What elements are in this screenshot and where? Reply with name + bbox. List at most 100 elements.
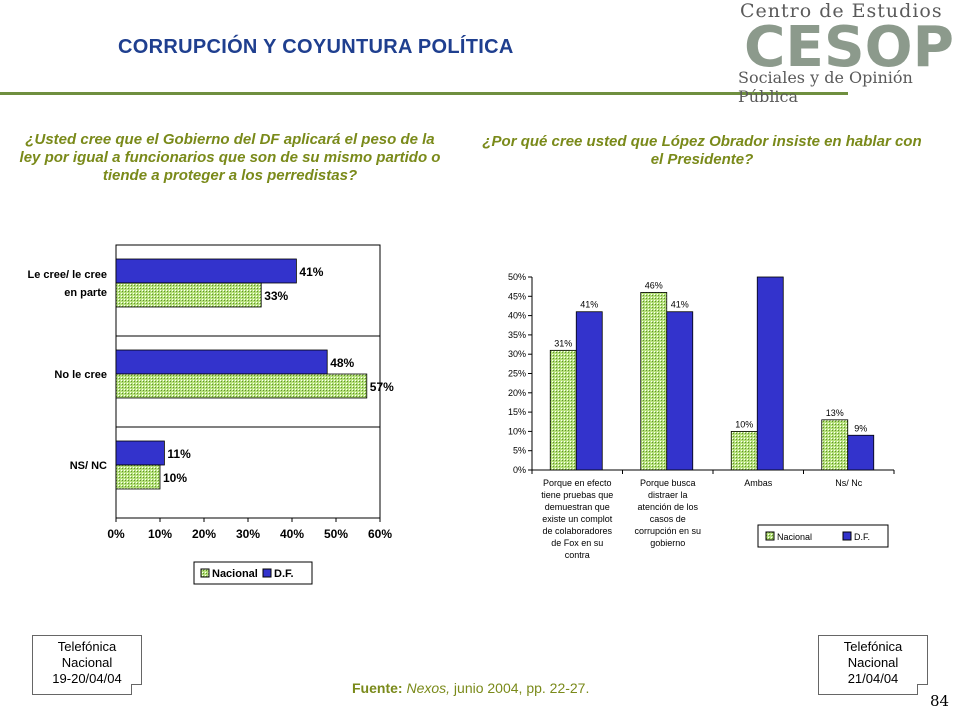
data-label-nacional: 57% — [370, 380, 394, 394]
x-tick-label: 20% — [192, 527, 216, 541]
note-left: Telefónica Nacional 19-20/04/04 — [32, 635, 142, 695]
y-tick-label: 20% — [508, 388, 526, 398]
y-tick-label: 15% — [508, 407, 526, 417]
legend-swatch-df — [262, 568, 272, 578]
bar-df — [666, 311, 694, 471]
data-label-nacional: 31% — [554, 338, 572, 348]
data-label-df: 41% — [299, 265, 323, 279]
chart-left: 0% 10% 20% 30% 40% 50% 60% Le cree/ le cree en p… — [27, 244, 394, 585]
category-label: NS/ NC — [70, 460, 107, 472]
category-label: Porque busca — [640, 478, 696, 488]
source-label: Fuente: — [352, 680, 403, 696]
category-label: tiene pruebas que — [541, 490, 613, 500]
category-label: en parte — [64, 287, 107, 299]
bar-nacional — [821, 419, 849, 471]
category-label: casos de — [650, 514, 686, 524]
logo-top-text: Centro de Estudios — [740, 0, 943, 22]
x-tick-label: 40% — [280, 527, 304, 541]
legend-label-nacional: Nacional — [212, 568, 258, 580]
category-label: distraer la — [648, 490, 688, 500]
data-label-df: 41% — [671, 300, 689, 310]
y-tick-label: 5% — [513, 446, 526, 456]
header-rule — [0, 92, 848, 95]
source-publication: Nexos, — [406, 680, 451, 696]
bar-nacional — [640, 292, 668, 471]
x-tick-label: 60% — [368, 527, 392, 541]
note-right-line-1: Telefónica — [843, 639, 903, 654]
category-label: de Fox en su — [551, 538, 603, 548]
category-label: contra — [565, 550, 590, 560]
x-tick-label: 0% — [107, 527, 125, 541]
category-label: atención de los — [637, 502, 698, 512]
y-tick-label: 25% — [508, 369, 526, 379]
category-label: existe un complot — [542, 514, 613, 524]
bar-df — [847, 434, 875, 471]
legend-box — [757, 524, 889, 548]
logo-mark: CESOP — [740, 20, 956, 70]
question-right: ¿Por qué cree usted que López Obrador in… — [482, 133, 922, 168]
logo-bottom-text: Sociales y de Opinión Pública — [738, 68, 913, 106]
question-left: ¿Usted cree que el Gobierno del DF aplic… — [19, 131, 441, 184]
page-title: CORRUPCIÓN Y COYUNTURA POLÍTICA — [118, 36, 514, 58]
bar-df — [115, 258, 297, 284]
data-label-nacional: 10% — [163, 471, 187, 485]
legend-box — [193, 561, 313, 585]
category-label: gobierno — [650, 538, 685, 548]
note-right-line-2: Nacional — [847, 655, 899, 670]
data-label-df: 11% — [167, 447, 191, 461]
category-label: de colaboradores — [542, 526, 612, 536]
legend-label-df: D.F. — [854, 532, 870, 542]
x-tick-label: 50% — [324, 527, 348, 541]
data-label-df: 9% — [854, 423, 867, 433]
x-tick-label: 10% — [148, 527, 172, 541]
category-label: Le cree/ le cree — [27, 269, 107, 281]
bar-df — [756, 276, 784, 471]
category-label: demuestran que — [545, 502, 610, 512]
data-label-df: 41% — [580, 300, 598, 310]
data-label-nacional: 10% — [735, 419, 753, 429]
y-tick-label: 50% — [508, 272, 526, 282]
bar-df — [115, 349, 328, 375]
source-line: Fuente: Nexos, junio 2004, pp. 22-27. — [352, 680, 589, 696]
y-tick-label: 10% — [508, 426, 526, 436]
note-left-line-3: 19-20/04/04 — [52, 671, 122, 686]
y-tick-label: 40% — [508, 311, 526, 321]
logo-mark-text: CESOP — [744, 20, 954, 70]
category-label: Porque en efecto — [543, 478, 612, 488]
note-curl — [131, 684, 142, 695]
x-tick-label: 30% — [236, 527, 260, 541]
source-detail: junio 2004, pp. 22-27. — [450, 680, 590, 696]
page-number: 84 — [930, 692, 950, 710]
chart-right: 0% 5% 10% 15% 20% 25% 30% 35% 40% 45% 50% 31% 41% Por… — [508, 272, 895, 560]
bar-df — [575, 311, 603, 471]
bar-df — [115, 440, 165, 466]
note-right: Telefónica Nacional 21/04/04 — [818, 635, 928, 695]
data-label-nacional: 46% — [645, 280, 663, 290]
legend-swatch-nacional — [765, 531, 775, 541]
legend: Nacional D.F. — [757, 524, 889, 548]
note-curl — [917, 684, 928, 695]
category-label: Ambas — [744, 478, 773, 488]
legend-label-df: D.F. — [274, 568, 294, 580]
y-tick-label: 30% — [508, 349, 526, 359]
category-label: Ns/ Nc — [835, 478, 863, 488]
legend-swatch-df — [842, 531, 852, 541]
legend: Nacional D.F. — [193, 561, 313, 585]
note-right-line-3: 21/04/04 — [847, 671, 899, 686]
category-label: corrupción en su — [634, 526, 701, 536]
bar-nacional — [549, 349, 577, 471]
legend-label-nacional: Nacional — [777, 532, 812, 542]
data-label-nacional: 33% — [264, 289, 288, 303]
bar-nacional — [115, 282, 262, 308]
note-left-line-1: Telefónica — [57, 639, 117, 654]
bar-nacional — [730, 430, 758, 471]
y-tick-label: 35% — [508, 330, 526, 340]
legend-swatch-nacional — [200, 568, 210, 578]
y-tick-label: 0% — [513, 465, 526, 475]
note-left-line-2: Nacional — [61, 655, 113, 670]
bar-nacional — [115, 373, 368, 399]
bar-nacional — [115, 464, 161, 490]
data-label-nacional: 13% — [826, 408, 844, 418]
category-label: No le cree — [54, 369, 107, 381]
data-label-df: 48% — [330, 356, 354, 370]
